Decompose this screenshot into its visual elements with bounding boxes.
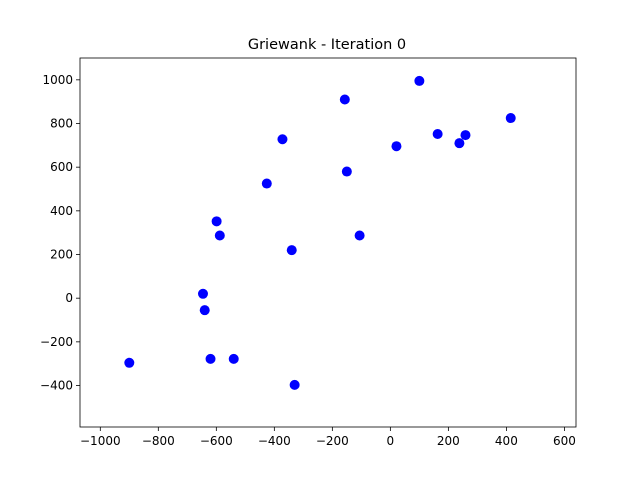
scatter-point (197, 288, 208, 299)
scatter-point (214, 230, 225, 241)
scatter-point (414, 75, 425, 86)
scatter-point (339, 94, 350, 105)
x-tick-label: −800 (142, 434, 175, 448)
scatter-point (391, 141, 402, 152)
x-tick-label: 0 (387, 434, 395, 448)
scatter-point (454, 138, 465, 149)
scatter-point (261, 178, 272, 189)
y-tick-label: −200 (40, 335, 73, 349)
scatter-point (228, 353, 239, 364)
scatter-point (341, 166, 352, 177)
x-tick-label: −1000 (80, 434, 121, 448)
y-tick-label: 200 (50, 248, 73, 262)
x-tick-label: −400 (258, 434, 291, 448)
scatter-point (354, 230, 365, 241)
scatter-point (199, 305, 210, 316)
y-tick-label: 800 (50, 117, 73, 131)
chart-title: Griewank - Iteration 0 (248, 37, 406, 53)
scatter-point (460, 130, 471, 141)
x-tick-label: 600 (553, 434, 576, 448)
axes-frame (79, 57, 577, 428)
y-tick-label: 0 (65, 291, 73, 305)
scatter-point (277, 134, 288, 145)
y-axis: −400 −200 0 200 400 600 800 1000 (40, 73, 80, 393)
x-axis: −1000 −800 −600 −400 −200 0 200 400 600 (80, 427, 576, 448)
x-tick-label: −600 (200, 434, 233, 448)
y-tick-label: −400 (40, 379, 73, 393)
data-points (124, 75, 516, 390)
scatter-point (205, 353, 216, 364)
x-tick-label: 200 (437, 434, 460, 448)
y-tick-label: 600 (50, 160, 73, 174)
scatter-point (286, 245, 297, 256)
scatter-point (211, 216, 222, 227)
scatter-point (289, 379, 300, 390)
x-tick-label: −200 (316, 434, 349, 448)
x-tick-label: 400 (495, 434, 518, 448)
y-tick-label: 1000 (42, 73, 73, 87)
scatter-point (505, 113, 516, 124)
scatter-point (432, 128, 443, 139)
scatter-point (124, 357, 135, 368)
y-tick-label: 400 (50, 204, 73, 218)
